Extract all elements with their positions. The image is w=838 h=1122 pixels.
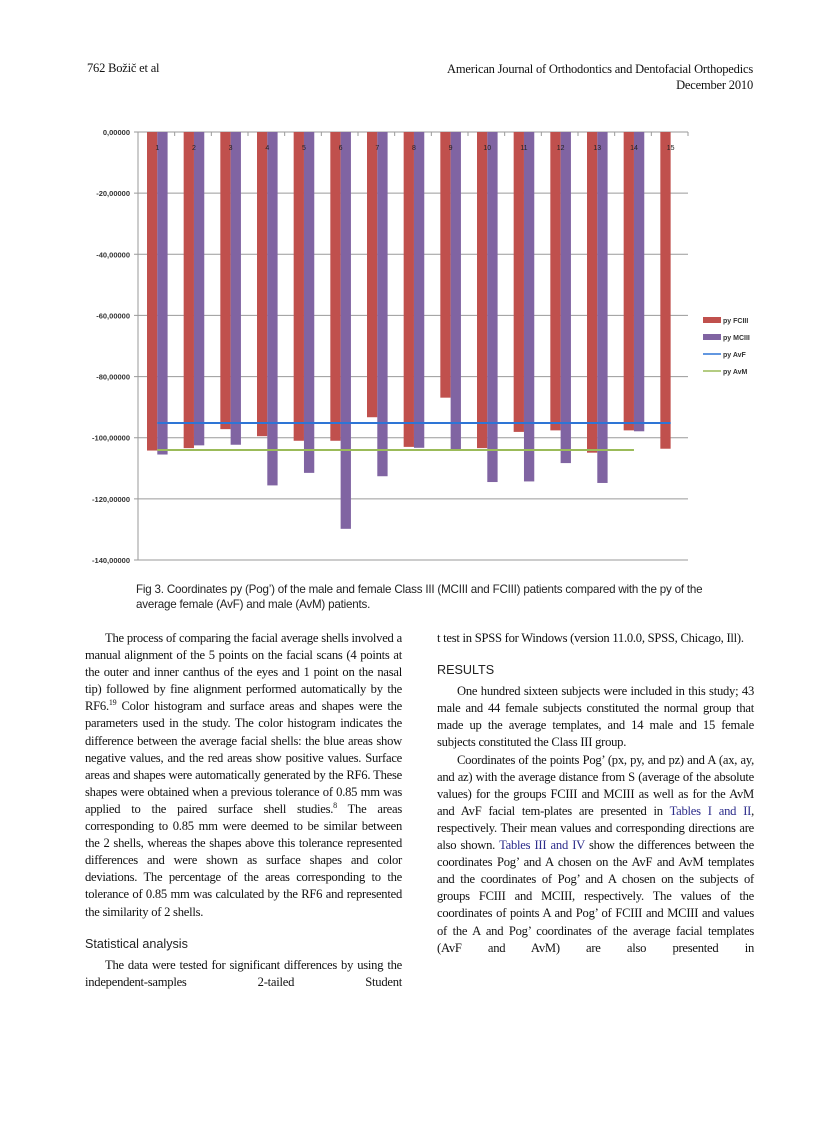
bar-py-fciii bbox=[550, 132, 561, 431]
bar-py-fciii bbox=[367, 132, 378, 418]
running-head-page-author: 762 Božič et al bbox=[87, 61, 160, 75]
y-tick-label: -80,00000 bbox=[96, 373, 130, 382]
bar-py-mciii bbox=[377, 132, 388, 477]
bar-py-mciii bbox=[633, 132, 645, 432]
section-heading-statistical-analysis: Statistical analysis bbox=[85, 936, 188, 951]
bar-py-mciii bbox=[303, 132, 315, 473]
bar-py-mciii bbox=[560, 132, 571, 464]
paragraph-statistics: The data were tested for significant dif… bbox=[85, 957, 402, 991]
bar-py-mciii bbox=[597, 132, 608, 483]
reference-superscript: 8 bbox=[333, 800, 337, 810]
text-run: , respectively. Their mean values and co… bbox=[437, 803, 754, 853]
bar-py-mciii bbox=[193, 132, 205, 446]
bar-py-fciii bbox=[623, 132, 634, 431]
running-head-journal: American Journal of Orthodontics and Den… bbox=[447, 61, 753, 93]
x-category-label: 14 bbox=[630, 145, 638, 152]
bar-py-mciii bbox=[230, 132, 241, 445]
x-category-label: 3 bbox=[229, 145, 233, 152]
y-tick-label: -140,00000 bbox=[92, 556, 130, 565]
bar-py-fciii bbox=[147, 132, 158, 451]
bar-py-mciii bbox=[487, 132, 498, 483]
bar-py-mciii bbox=[413, 132, 425, 448]
y-tick-label: -20,00000 bbox=[96, 189, 130, 198]
right-column: t test in SPSS for Windows (version 11.0… bbox=[437, 630, 754, 957]
figure-3-bar-chart: 0,00000 -20,00000 -40,00000 -60,00000 -80,00… bbox=[92, 128, 750, 565]
legend-label: py AvM bbox=[723, 369, 748, 376]
paragraph-coordinates: Coordinates of the points Pog’ (px, py, … bbox=[437, 752, 754, 957]
y-tick-label: -120,00000 bbox=[92, 495, 130, 504]
bar-py-mciii bbox=[340, 132, 351, 529]
bar-py-mciii bbox=[267, 132, 278, 486]
x-category-label: 2 bbox=[192, 145, 196, 152]
x-category-label: 6 bbox=[339, 145, 343, 152]
x-category-label: 5 bbox=[302, 145, 306, 152]
x-category-label: 10 bbox=[483, 145, 491, 152]
text-run: The process of comparing the facial aver… bbox=[85, 631, 402, 714]
legend-label: py AvF bbox=[723, 352, 747, 359]
bar-py-fciii bbox=[183, 132, 194, 449]
bar-py-fciii bbox=[257, 132, 268, 437]
bar-py-fciii bbox=[293, 132, 304, 441]
reference-superscript: 19 bbox=[108, 698, 117, 708]
journal-name: American Journal of Orthodontics and Den… bbox=[447, 62, 753, 76]
y-tick-label: 0,00000 bbox=[103, 128, 130, 137]
y-tick-label: -100,00000 bbox=[92, 434, 130, 443]
paragraph-subjects: One hundred sixteen subjects were includ… bbox=[437, 683, 754, 751]
table-reference-link[interactable]: Tables III and IV bbox=[499, 838, 585, 853]
text-run: t test in SPSS for Windows (version 11.0… bbox=[437, 631, 744, 645]
section-heading-results: RESULTS bbox=[437, 663, 495, 678]
text-run: One hundred sixteen subjects were includ… bbox=[437, 684, 754, 750]
x-category-label: 8 bbox=[412, 145, 416, 152]
x-category-label: 15 bbox=[667, 145, 675, 152]
text-run: The areas corresponding to 0.85 mm were … bbox=[85, 801, 402, 919]
y-tick-label: -60,00000 bbox=[96, 311, 130, 320]
text-run: The data were tested for significant dif… bbox=[85, 957, 402, 989]
x-category-label: 13 bbox=[593, 145, 601, 152]
paragraph-statistics-cont: t test in SPSS for Windows (version 11.0… bbox=[437, 630, 754, 647]
x-category-label: 7 bbox=[375, 145, 379, 152]
text-run: Color histogram and surface areas and sh… bbox=[85, 699, 402, 816]
bar-py-mciii bbox=[523, 132, 535, 482]
figure-caption: Fig 3. Coordinates py (Pog’) of the male… bbox=[136, 583, 703, 611]
x-category-label: 9 bbox=[449, 145, 453, 152]
issue-date: December 2010 bbox=[676, 78, 753, 92]
bar-py-fciii bbox=[440, 132, 451, 398]
bar-py-mciii bbox=[157, 132, 168, 455]
paragraph-comparison-method: The process of comparing the facial aver… bbox=[85, 630, 402, 921]
x-category-label: 4 bbox=[265, 145, 269, 152]
legend-swatch bbox=[703, 317, 721, 323]
bar-py-fciii bbox=[477, 132, 488, 449]
left-column: The process of comparing the facial aver… bbox=[85, 630, 402, 991]
legend-label: py MCIII bbox=[723, 335, 750, 342]
table-reference-link[interactable]: Tables I and II bbox=[669, 803, 752, 818]
x-category-label: 11 bbox=[520, 145, 527, 152]
text-run: show the differences between the coordin… bbox=[437, 838, 754, 955]
x-category-label: 12 bbox=[557, 145, 565, 152]
bar-py-fciii bbox=[660, 132, 671, 449]
bar-py-fciii bbox=[403, 132, 414, 447]
bar-py-mciii bbox=[450, 132, 461, 450]
bar-py-fciii bbox=[330, 132, 341, 441]
bar-py-fciii bbox=[513, 132, 524, 432]
y-tick-label: -40,00000 bbox=[96, 250, 130, 259]
legend-label: py FCIII bbox=[723, 318, 748, 325]
x-category-label: 1 bbox=[155, 145, 159, 152]
text-run: Coordinates of the points Pog’ (px, py, … bbox=[437, 752, 754, 818]
legend-swatch bbox=[703, 334, 721, 340]
bar-py-fciii bbox=[220, 132, 231, 430]
bar-py-fciii bbox=[587, 132, 598, 453]
